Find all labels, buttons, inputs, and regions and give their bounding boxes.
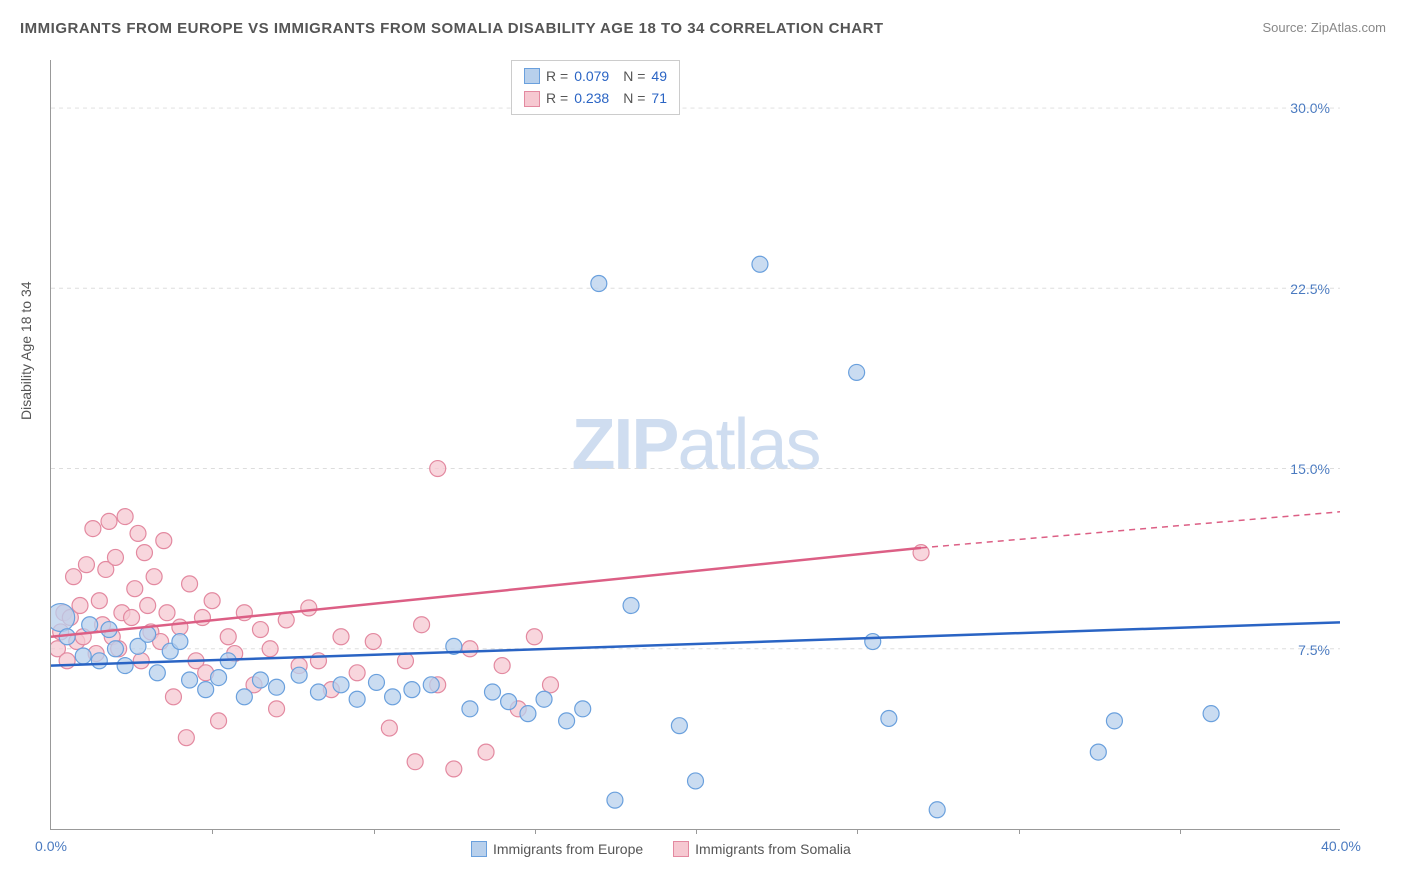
legend-item-somalia: Immigrants from Somalia xyxy=(673,841,851,857)
xtick-mark xyxy=(374,829,375,834)
legend-swatch-somalia xyxy=(524,91,540,107)
legend-swatch-europe xyxy=(524,68,540,84)
r-value-europe: 0.079 xyxy=(574,65,609,87)
n-label: N = xyxy=(623,87,645,109)
n-label: N = xyxy=(623,65,645,87)
xtick-mark xyxy=(1180,829,1181,834)
n-value-europe: 49 xyxy=(651,65,667,87)
y-axis-label: Disability Age 18 to 34 xyxy=(18,281,34,420)
scatter-svg xyxy=(51,60,1340,829)
plot-area: ZIPatlas R = 0.079 N = 49 R = 0.238 N = … xyxy=(50,60,1340,830)
source-label: Source: ZipAtlas.com xyxy=(1262,20,1386,35)
xtick-label: 0.0% xyxy=(35,838,67,854)
xtick-mark xyxy=(696,829,697,834)
legend-row-europe: R = 0.079 N = 49 xyxy=(524,65,667,87)
legend-series: Immigrants from Europe Immigrants from S… xyxy=(471,841,851,857)
chart-title: IMMIGRANTS FROM EUROPE VS IMMIGRANTS FRO… xyxy=(20,20,884,37)
r-value-somalia: 0.238 xyxy=(574,87,609,109)
legend-label-europe: Immigrants from Europe xyxy=(493,841,643,857)
legend-swatch-europe-icon xyxy=(471,841,487,857)
legend-item-europe: Immigrants from Europe xyxy=(471,841,643,857)
legend-swatch-somalia-icon xyxy=(673,841,689,857)
xtick-mark xyxy=(535,829,536,834)
n-value-somalia: 71 xyxy=(651,87,667,109)
legend-label-somalia: Immigrants from Somalia xyxy=(695,841,851,857)
xtick-mark xyxy=(857,829,858,834)
legend-row-somalia: R = 0.238 N = 71 xyxy=(524,87,667,109)
xtick-mark xyxy=(212,829,213,834)
legend-correlation: R = 0.079 N = 49 R = 0.238 N = 71 xyxy=(511,60,680,115)
xtick-mark xyxy=(1019,829,1020,834)
xtick-label: 40.0% xyxy=(1321,838,1361,854)
r-label: R = xyxy=(546,87,568,109)
r-label: R = xyxy=(546,65,568,87)
